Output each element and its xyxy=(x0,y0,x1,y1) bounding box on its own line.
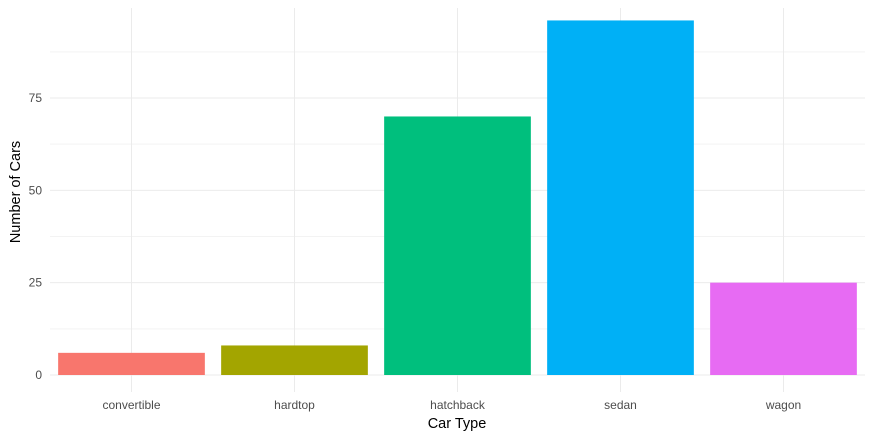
y-tick-label: 25 xyxy=(29,276,43,290)
bar-convertible xyxy=(58,352,205,375)
x-tick-label: convertible xyxy=(102,398,160,412)
x-tick-label: hatchback xyxy=(430,398,486,412)
x-axis-ticks: convertible hardtop hatchback sedan wagon xyxy=(102,398,801,412)
x-tick-label: wagon xyxy=(765,398,801,412)
y-axis-ticks: 0 25 50 75 xyxy=(29,91,43,382)
bar-sedan xyxy=(547,20,694,375)
y-tick-label: 75 xyxy=(29,91,43,105)
bar-hardtop xyxy=(221,345,368,375)
x-tick-label: hardtop xyxy=(274,398,315,412)
y-tick-label: 0 xyxy=(35,368,42,382)
y-axis-title: Number of Cars xyxy=(8,141,24,243)
x-tick-label: sedan xyxy=(604,398,637,412)
bar-wagon xyxy=(710,282,857,375)
x-axis-title: Car Type xyxy=(428,416,487,432)
bars xyxy=(58,20,857,375)
bar-hatchback xyxy=(384,116,531,375)
y-tick-label: 50 xyxy=(29,183,43,197)
